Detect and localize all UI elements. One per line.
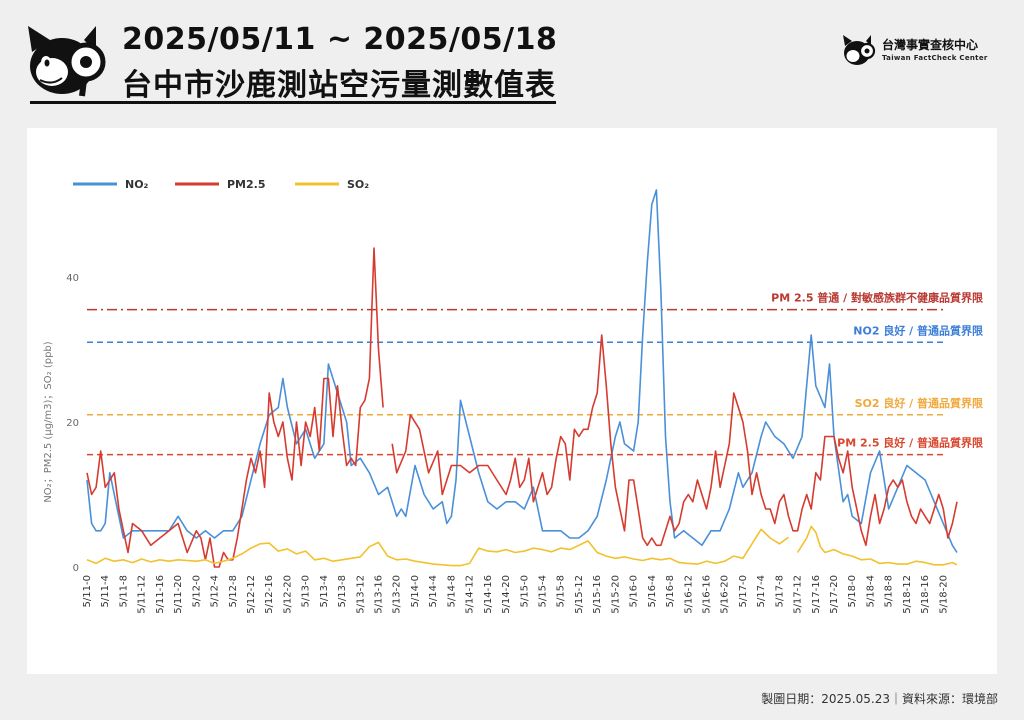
x-tick-label: 5/13-4 xyxy=(319,575,330,607)
x-tick-label: 5/11-20 xyxy=(173,575,184,614)
x-tick-label: 5/17-4 xyxy=(756,575,767,607)
x-tick-label: 5/11-8 xyxy=(118,575,129,607)
y-tick-label: 0 xyxy=(73,563,79,574)
x-tick-label: 5/17-12 xyxy=(793,575,804,614)
x-tick-label: 5/17-0 xyxy=(738,575,749,607)
y-tick-label: 20 xyxy=(66,418,79,429)
x-tick-label: 5/11-0 xyxy=(82,575,93,607)
x-tick-label: 5/18-0 xyxy=(847,575,858,607)
x-tick-label: 5/16-8 xyxy=(665,575,676,607)
x-tick-label: 5/16-0 xyxy=(629,575,640,607)
x-tick-label: 5/14-0 xyxy=(410,575,421,607)
x-tick-label: 5/16-4 xyxy=(647,575,658,607)
x-tick-label: 5/15-20 xyxy=(610,575,621,614)
legend-label-2: SO₂ xyxy=(347,178,369,191)
x-tick-label: 5/17-16 xyxy=(811,575,822,614)
brand-cat-icon xyxy=(843,35,876,65)
title-date-range: 2025/05/11 ~ 2025/05/18 xyxy=(122,22,558,57)
y-axis: 0 20 40 NO₂；PM2.5 (μg/m3)；SO₂ (ppb) xyxy=(43,273,79,574)
title-underline xyxy=(30,101,556,104)
brand-subtitle: Taiwan FactCheck Center xyxy=(882,54,988,62)
series-line-3 xyxy=(86,528,789,567)
header: 2025/05/11 ~ 2025/05/18 台中市沙鹿測站空污量測數值表 台… xyxy=(0,0,1024,110)
page-title: 台中市沙鹿測站空污量測數值表 xyxy=(122,68,556,103)
reference-lines: PM 2.5 普通 / 對敏感族群不健康品質界限 NO2 良好 / 普通品質界限 S… xyxy=(87,291,983,456)
x-tick-label: 5/11-16 xyxy=(155,575,166,614)
x-tick-label: 5/12-20 xyxy=(282,575,293,614)
y-tick-label: 40 xyxy=(66,273,79,284)
data-series xyxy=(86,189,958,568)
x-tick-label: 5/14-12 xyxy=(465,575,476,614)
x-tick-label: 5/12-12 xyxy=(246,575,257,614)
x-tick-label: 5/11-4 xyxy=(100,575,111,607)
reference-label-1: NO2 良好 / 普通品質界限 xyxy=(853,323,983,337)
x-tick-label: 5/13-12 xyxy=(355,575,366,614)
x-tick-label: 5/16-20 xyxy=(720,575,731,614)
x-tick-label: 5/15-4 xyxy=(538,575,549,607)
x-tick-label: 5/15-0 xyxy=(519,575,530,607)
x-tick-label: 5/17-8 xyxy=(774,575,785,607)
reference-label-2: SO2 良好 / 普通品質界限 xyxy=(855,396,983,410)
y-axis-label: NO₂；PM2.5 (μg/m3)；SO₂ (ppb) xyxy=(43,341,54,502)
x-tick-label: 5/11-12 xyxy=(137,575,148,614)
chart-card: NO₂ PM2.5 SO₂ 0 20 40 NO₂；PM2.5 (μg/m3)；SO₂ (… xyxy=(27,128,997,674)
footer-credit: 製圖日期：2025.05.23｜資料來源：環境部 xyxy=(761,692,998,706)
x-tick-label: 5/17-20 xyxy=(829,575,840,614)
x-tick-label: 5/18-20 xyxy=(938,575,949,614)
x-tick-label: 5/12-4 xyxy=(210,575,221,607)
x-tick-label: 5/13-8 xyxy=(337,575,348,607)
x-tick-label: 5/16-12 xyxy=(683,575,694,614)
x-tick-label: 5/18-8 xyxy=(884,575,895,607)
series-line-2 xyxy=(391,334,958,547)
x-tick-label: 5/18-4 xyxy=(866,575,877,607)
x-tick-label: 5/14-8 xyxy=(446,575,457,607)
series-line-4 xyxy=(796,525,958,566)
brand-logo: 台灣事實查核中心 Taiwan FactCheck Center xyxy=(842,34,1002,70)
x-axis: 5/11-0 5/11-4 5/11-8 5/11-12 5/11-16 5/11-20 5… xyxy=(82,575,949,614)
series-line-0 xyxy=(86,189,958,553)
brand-name: 台灣事實查核中心 xyxy=(882,38,979,52)
x-tick-label: 5/15-12 xyxy=(574,575,585,614)
x-tick-label: 5/12-0 xyxy=(191,575,202,607)
x-tick-label: 5/13-0 xyxy=(301,575,312,607)
x-tick-label: 5/14-4 xyxy=(428,575,439,607)
x-tick-label: 5/13-16 xyxy=(374,575,385,614)
x-tick-label: 5/18-12 xyxy=(902,575,913,614)
x-tick-label: 5/18-16 xyxy=(920,575,931,614)
chart-legend: NO₂ PM2.5 SO₂ xyxy=(73,178,369,191)
x-tick-label: 5/15-16 xyxy=(592,575,603,614)
cat-magnifier-logo-icon xyxy=(28,26,106,97)
series-line-1 xyxy=(86,247,384,568)
reference-label-0: PM 2.5 普通 / 對敏感族群不健康品質界限 xyxy=(771,291,983,305)
pollution-line-chart: NO₂ PM2.5 SO₂ 0 20 40 NO₂；PM2.5 (μg/m3)；SO₂ (… xyxy=(43,178,983,614)
reference-label-3: PM 2.5 良好 / 普通品質界限 xyxy=(837,436,983,450)
x-tick-label: 5/15-8 xyxy=(556,575,567,607)
x-tick-label: 5/12-16 xyxy=(264,575,275,614)
x-tick-label: 5/13-20 xyxy=(392,575,403,614)
legend-label-0: NO₂ xyxy=(125,178,149,191)
x-tick-label: 5/14-20 xyxy=(501,575,512,614)
legend-label-1: PM2.5 xyxy=(227,178,266,191)
x-tick-label: 5/14-16 xyxy=(483,575,494,614)
x-tick-label: 5/16-16 xyxy=(702,575,713,614)
x-tick-label: 5/12-8 xyxy=(228,575,239,607)
